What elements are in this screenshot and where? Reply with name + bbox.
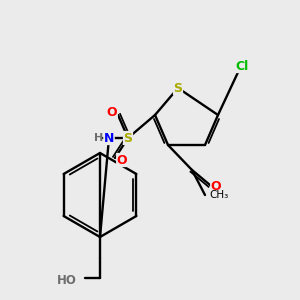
Text: Cl: Cl bbox=[236, 59, 249, 73]
Text: HO: HO bbox=[57, 274, 77, 287]
Text: O: O bbox=[107, 106, 117, 119]
Text: S: S bbox=[173, 82, 182, 94]
Text: S: S bbox=[124, 131, 133, 145]
Text: O: O bbox=[211, 181, 221, 194]
Text: CH₃: CH₃ bbox=[209, 190, 229, 200]
Text: O: O bbox=[117, 154, 127, 166]
Text: H: H bbox=[94, 133, 103, 143]
Text: N: N bbox=[104, 131, 114, 145]
